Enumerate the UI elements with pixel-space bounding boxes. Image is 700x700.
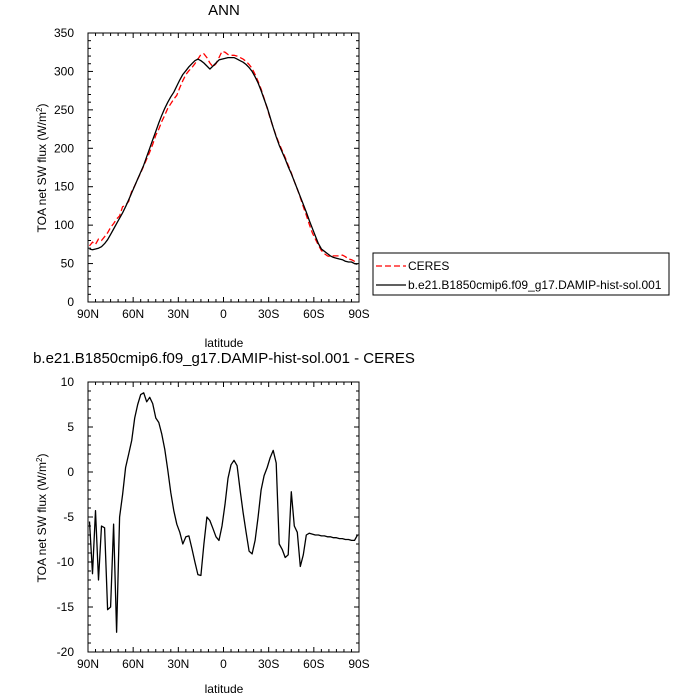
bottom-chart-y-axis-label: TOA net SW flux (W/m2) xyxy=(35,454,49,583)
legend-model-label: b.e21.B1850cmip6.f09_g17.DAMIP-hist-sol.… xyxy=(408,278,662,292)
top-x-tick-label: 60N xyxy=(122,307,144,321)
bottom-y-tick-label: -10 xyxy=(57,555,75,569)
bottom-chart-y-axis-label-sup: 2 xyxy=(35,457,44,462)
top-y-tick-label: 150 xyxy=(54,180,74,194)
top-y-tick-label: 300 xyxy=(54,64,74,78)
top-x-tick-label: 30S xyxy=(258,307,279,321)
bottom-chart-x-axis-label: latitude xyxy=(205,682,244,696)
bottom-chart-y-axis-label-main: TOA net SW flux (W/m xyxy=(35,462,49,582)
top-series-line-0 xyxy=(88,50,358,264)
bottom-x-tick-label: 0 xyxy=(220,657,227,671)
bottom-x-tick-label: 90S xyxy=(348,657,369,671)
top-chart-y-axis-label-main: TOA net SW flux (W/m xyxy=(35,112,49,232)
top-chart-x-axis-label: latitude xyxy=(205,336,244,350)
bottom-y-tick-label: -15 xyxy=(57,600,75,614)
top-plot-frame xyxy=(87,32,360,303)
top-x-tick-label: 30N xyxy=(167,307,189,321)
bottom-x-tick-label: 30N xyxy=(167,657,189,671)
bottom-chart-y-axis-label-end: ) xyxy=(35,454,49,458)
top-series-line-1 xyxy=(89,56,358,265)
bottom-x-tick-label: 60N xyxy=(122,657,144,671)
top-x-tick-label: 90N xyxy=(77,307,99,321)
top-chart-y-axis-label-sup: 2 xyxy=(35,107,44,112)
legend-box xyxy=(372,252,670,296)
bottom-y-tick-label: -20 xyxy=(57,645,75,659)
bottom-y-tick-label: -5 xyxy=(63,510,74,524)
bottom-y-tick-label: 10 xyxy=(61,375,75,389)
top-chart-y-axis-label-end: ) xyxy=(35,104,49,108)
legend-ceres-label: CERES xyxy=(408,259,449,273)
top-y-tick-label: 200 xyxy=(54,141,74,155)
top-x-tick-label: 0 xyxy=(220,307,227,321)
bottom-chart-title: b.e21.B1850cmip6.f09_g17.DAMIP-hist-sol.… xyxy=(33,350,415,367)
bottom-y-tick-label: 5 xyxy=(67,420,74,434)
bottom-x-tick-label: 60S xyxy=(303,657,324,671)
top-x-tick-label: 90S xyxy=(348,307,369,321)
top-y-tick-label: 100 xyxy=(54,218,74,232)
top-chart-title: ANN xyxy=(208,2,240,19)
top-y-tick-label: 350 xyxy=(54,26,74,40)
bottom-x-tick-label: 90N xyxy=(77,657,99,671)
top-y-tick-label: 250 xyxy=(54,103,74,117)
bottom-y-tick-label: 0 xyxy=(67,465,74,479)
bottom-series-line-0 xyxy=(88,392,359,633)
bottom-x-tick-label: 30S xyxy=(258,657,279,671)
top-y-tick-label: 50 xyxy=(61,257,75,271)
top-chart-y-axis-label: TOA net SW flux (W/m2) xyxy=(35,104,49,233)
top-y-tick-label: 0 xyxy=(67,295,74,309)
top-x-tick-label: 60S xyxy=(303,307,324,321)
